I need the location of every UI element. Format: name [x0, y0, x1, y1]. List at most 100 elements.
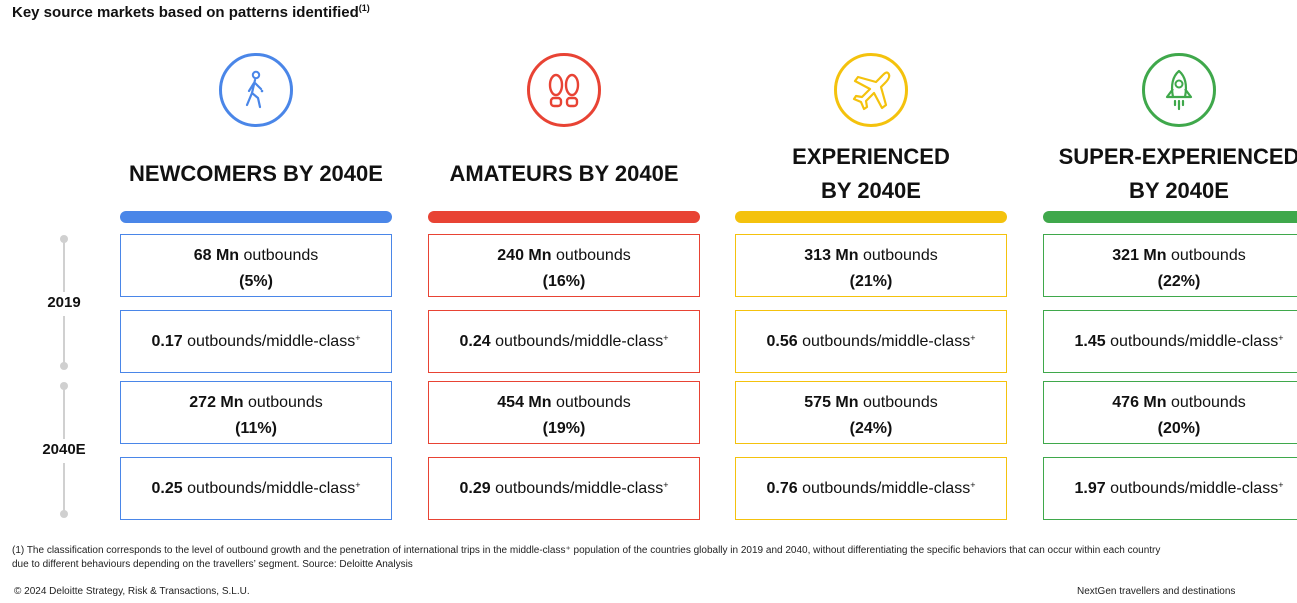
timeline-dot — [60, 362, 68, 370]
outbounds-label: outbounds — [247, 394, 323, 411]
ratio-label: outbounds/middle-class — [187, 333, 356, 350]
ratio-sup: + — [663, 333, 669, 343]
outbounds-share: (24%) — [849, 420, 893, 437]
timeline-line — [63, 316, 65, 366]
footnote: (1) The classification corresponds to th… — [12, 544, 1297, 572]
segment-title: NEWCOMERS BY 2040E — [106, 157, 406, 191]
outbounds-share: (22%) — [1157, 273, 1201, 290]
footer-copyright: © 2024 Deloitte Strategy, Risk & Transac… — [14, 586, 250, 597]
ratio-label: outbounds/middle-class — [1110, 480, 1279, 497]
segment-accent-bar — [735, 211, 1007, 223]
outbounds-label: outbounds — [243, 247, 319, 264]
segment-accent-bar — [1043, 211, 1297, 223]
ratio-box: 1.97 outbounds/middle-class+ — [1043, 457, 1297, 520]
outbounds-box: 313 Mn outbounds (21%) — [735, 234, 1007, 297]
timeline-line — [63, 240, 65, 292]
segment-title: SUPER-EXPERIENCED BY 2040E — [1029, 140, 1297, 208]
ratio-box: 0.56 outbounds/middle-class+ — [735, 310, 1007, 373]
segment-title-line-1: NEWCOMERS BY 2040E — [129, 161, 383, 186]
ratio-sup: + — [1278, 333, 1284, 343]
timeline-line — [63, 463, 65, 513]
outbounds-box: 454 Mn outbounds (19%) — [428, 381, 700, 444]
outbounds-box: 68 Mn outbounds (5%) — [120, 234, 392, 297]
segment-title-line-2: BY 2040E — [1129, 178, 1229, 203]
outbounds-box: 476 Mn outbounds (20%) — [1043, 381, 1297, 444]
segment-title: AMATEURS BY 2040E — [414, 157, 714, 191]
ratio-box: 0.17 outbounds/middle-class+ — [120, 310, 392, 373]
airplane-icon — [834, 53, 908, 127]
outbounds-box: 272 Mn outbounds (11%) — [120, 381, 392, 444]
ratio-box: 0.29 outbounds/middle-class+ — [428, 457, 700, 520]
outbounds-value: 321 Mn — [1112, 247, 1167, 264]
page-title: Key source markets based on patterns ide… — [12, 3, 370, 21]
outbounds-share: (16%) — [542, 273, 586, 290]
outbounds-value: 476 Mn — [1112, 394, 1167, 411]
footer-report-name: NextGen travellers and destinations — [1077, 586, 1236, 597]
segment-title-line-1: SUPER-EXPERIENCED — [1058, 144, 1297, 169]
ratio-sup: + — [355, 480, 361, 490]
page-title-text: Key source markets based on patterns ide… — [12, 4, 359, 21]
year-label-2019: 2019 — [47, 294, 81, 311]
ratio-value: 1.45 — [1074, 333, 1106, 350]
ratio-value: 1.97 — [1074, 480, 1106, 497]
outbounds-value: 454 Mn — [497, 394, 552, 411]
ratio-value: 0.17 — [151, 333, 183, 350]
outbounds-value: 313 Mn — [804, 247, 859, 264]
outbounds-label: outbounds — [1170, 247, 1246, 264]
ratio-sup: + — [970, 480, 976, 490]
ratio-label: outbounds/middle-class — [1110, 333, 1279, 350]
outbounds-box: 321 Mn outbounds (22%) — [1043, 234, 1297, 297]
ratio-box: 0.25 outbounds/middle-class+ — [120, 457, 392, 520]
outbounds-share: (19%) — [542, 420, 586, 437]
outbounds-label: outbounds — [555, 247, 631, 264]
ratio-sup: + — [970, 333, 976, 343]
outbounds-box: 575 Mn outbounds (24%) — [735, 381, 1007, 444]
ratio-value: 0.24 — [459, 333, 491, 350]
outbounds-value: 272 Mn — [189, 394, 244, 411]
ratio-value: 0.76 — [766, 480, 798, 497]
ratio-label: outbounds/middle-class — [495, 480, 664, 497]
segment-title: EXPERIENCED BY 2040E — [721, 140, 1021, 208]
ratio-box: 0.76 outbounds/middle-class+ — [735, 457, 1007, 520]
timeline-dot — [60, 235, 68, 243]
outbounds-label: outbounds — [862, 247, 938, 264]
footnote-line-2: due to different behaviours depending on… — [12, 559, 413, 570]
ratio-label: outbounds/middle-class — [802, 333, 971, 350]
outbounds-box: 240 Mn outbounds (16%) — [428, 234, 700, 297]
outbounds-label: outbounds — [1170, 394, 1246, 411]
ratio-label: outbounds/middle-class — [495, 333, 664, 350]
ratio-value: 0.29 — [459, 480, 491, 497]
outbounds-value: 240 Mn — [497, 247, 552, 264]
outbounds-label: outbounds — [555, 394, 631, 411]
segment-accent-bar — [428, 211, 700, 223]
outbounds-share: (11%) — [235, 420, 277, 437]
ratio-label: outbounds/middle-class — [802, 480, 971, 497]
outbounds-value: 575 Mn — [804, 394, 859, 411]
footnote-line-1: (1) The classification corresponds to th… — [12, 545, 1161, 556]
timeline-dot — [60, 382, 68, 390]
ratio-value: 0.25 — [151, 480, 183, 497]
page-title-footnote-ref: (1) — [358, 3, 370, 13]
segment-title-line-2: BY 2040E — [821, 178, 921, 203]
timeline-dot — [60, 510, 68, 518]
ratio-sup: + — [663, 480, 669, 490]
ratio-sup: + — [1278, 480, 1284, 490]
outbounds-share: (21%) — [849, 273, 893, 290]
ratio-box: 0.24 outbounds/middle-class+ — [428, 310, 700, 373]
outbounds-share: (5%) — [239, 273, 273, 290]
ratio-box: 1.45 outbounds/middle-class+ — [1043, 310, 1297, 373]
segment-title-line-1: AMATEURS BY 2040E — [449, 161, 679, 186]
timeline-line — [63, 387, 65, 439]
outbounds-share: (20%) — [1157, 420, 1201, 437]
year-label-2040e: 2040E — [42, 441, 86, 458]
rocket-icon — [1142, 53, 1216, 127]
outbounds-label: outbounds — [862, 394, 938, 411]
ratio-value: 0.56 — [766, 333, 798, 350]
segment-title-line-1: EXPERIENCED — [792, 144, 950, 169]
outbounds-value: 68 Mn — [193, 247, 240, 264]
segment-accent-bar — [120, 211, 392, 223]
ratio-sup: + — [355, 333, 361, 343]
footprints-icon — [527, 53, 601, 127]
ratio-label: outbounds/middle-class — [187, 480, 356, 497]
walking-person-icon — [219, 53, 293, 127]
